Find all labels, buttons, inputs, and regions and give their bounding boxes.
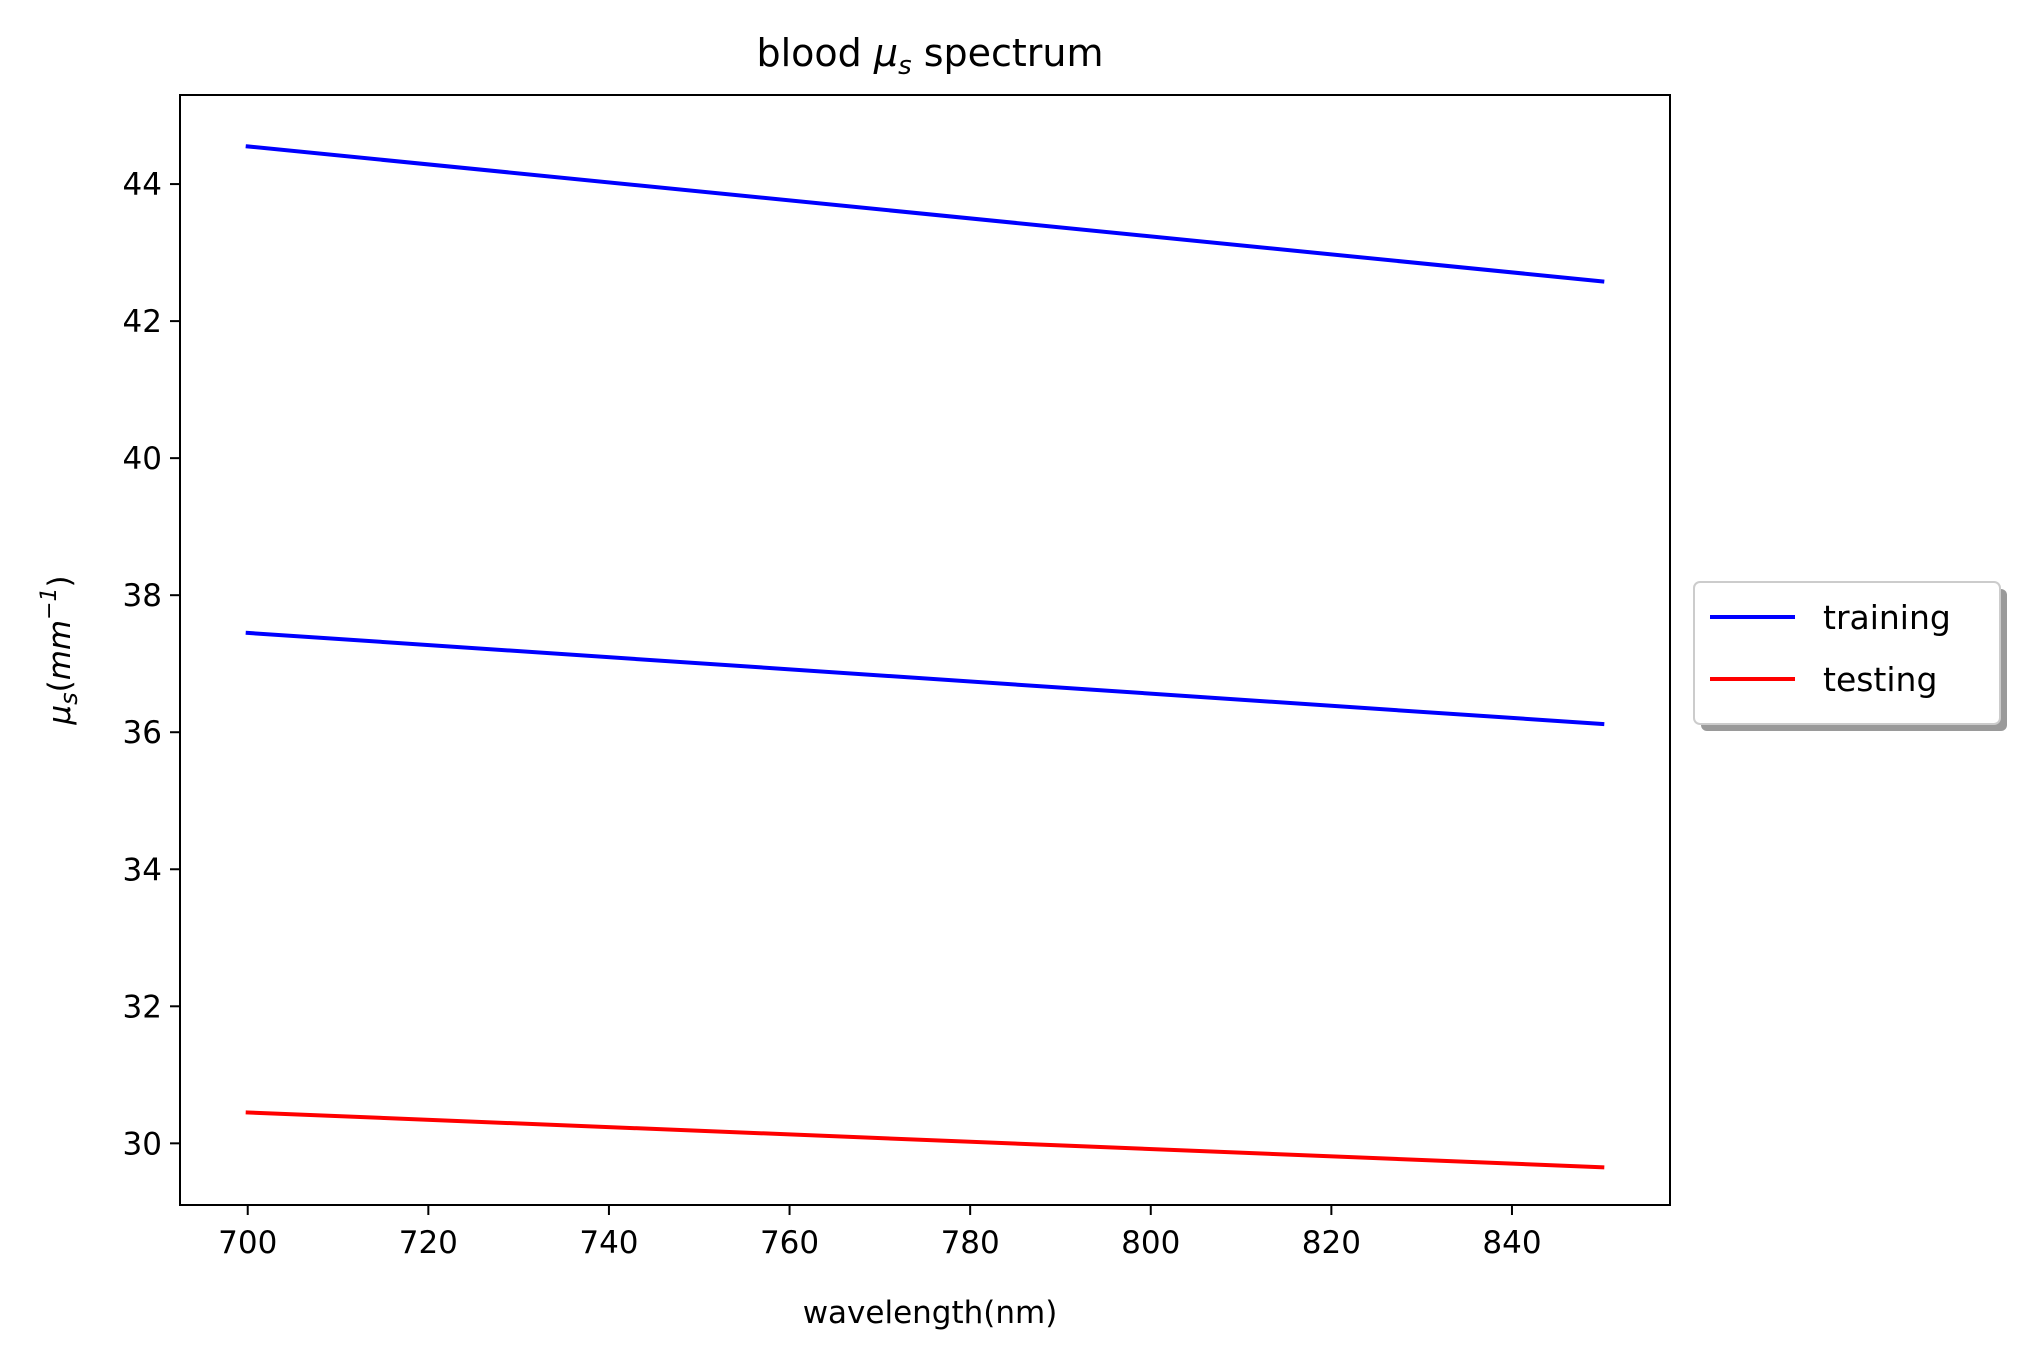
y-tick-label: 30 (123, 1126, 162, 1162)
y-tick-label: 44 (123, 167, 162, 203)
x-tick-label: 840 (1482, 1225, 1541, 1261)
x-tick-label: 800 (1121, 1225, 1180, 1261)
x-tick-label: 760 (760, 1225, 819, 1261)
plot-frame (179, 94, 1671, 1206)
series-line-training-1 (245, 630, 1605, 727)
y-axis: 30 32 34 36 38 40 42 44 (123, 167, 180, 1162)
y-tick-label: 36 (123, 715, 162, 751)
chart-title: blood μs spectrum (756, 31, 1103, 81)
y-tick-label: 38 (123, 578, 162, 614)
y-tick-label: 32 (123, 989, 162, 1025)
x-tick-label: 700 (218, 1225, 277, 1261)
y-tick-label: 40 (123, 441, 162, 477)
series-line-testing-2 (245, 1110, 1605, 1170)
legend-label-testing: testing (1823, 660, 1937, 699)
plot-series (245, 144, 1605, 1170)
series-line-training-0 (245, 144, 1605, 284)
x-tick-label: 820 (1302, 1225, 1361, 1261)
x-tick-label: 780 (941, 1225, 1000, 1261)
x-tick-label: 740 (579, 1225, 638, 1261)
x-axis: 700 720 740 760 780 800 820 840 (218, 1205, 1542, 1261)
legend: training testing (1693, 581, 2007, 731)
legend-label-training: training (1823, 598, 1951, 637)
y-axis-label: μs(mm−1) (37, 575, 83, 725)
y-tick-label: 42 (123, 304, 162, 340)
y-tick-label: 34 (123, 852, 162, 888)
x-axis-label: wavelength(nm) (803, 1295, 1058, 1331)
x-tick-label: 720 (399, 1225, 458, 1261)
